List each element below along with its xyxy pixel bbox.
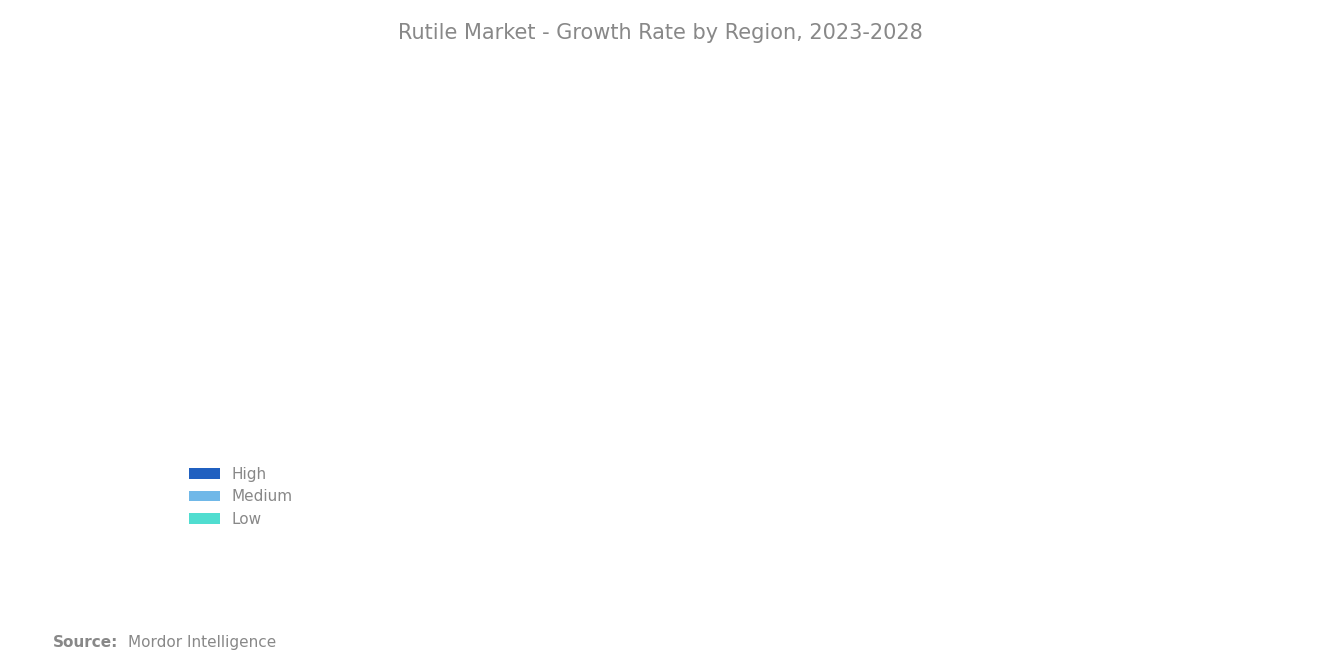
Text: Mordor Intelligence: Mordor Intelligence xyxy=(128,635,276,650)
Legend: High, Medium, Low: High, Medium, Low xyxy=(183,460,300,533)
Text: Source:: Source: xyxy=(53,635,119,650)
Text: Rutile Market - Growth Rate by Region, 2023-2028: Rutile Market - Growth Rate by Region, 2… xyxy=(397,23,923,43)
